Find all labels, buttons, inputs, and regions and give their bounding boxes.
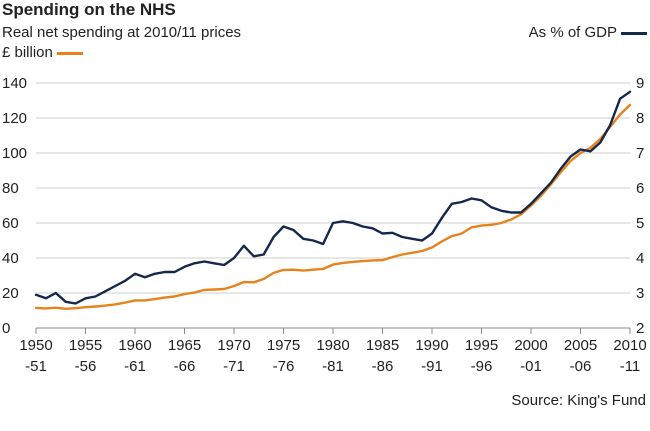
y-left-tick-label: 20 bbox=[2, 285, 19, 302]
y-left-tick-label: 120 bbox=[2, 110, 27, 127]
source-note: Source: King's Fund bbox=[511, 392, 646, 409]
gdp-share-series-line bbox=[34, 90, 632, 305]
y-left-tick-label: 80 bbox=[2, 180, 19, 197]
x-tick-label: 1965 bbox=[168, 337, 201, 354]
x-tick-sublabel: -11 bbox=[620, 358, 641, 375]
y-right-tick-label: 2 bbox=[636, 320, 644, 337]
x-tick-label: 2005 bbox=[564, 337, 597, 354]
x-tick-label: 1975 bbox=[267, 337, 300, 354]
x-tick-label: 1950 bbox=[19, 337, 52, 354]
x-tick-label: 2010 bbox=[613, 337, 646, 354]
x-tick-label: 1980 bbox=[316, 337, 349, 354]
left-axis-legend: £ billion bbox=[2, 44, 83, 61]
x-tick-label: 1955 bbox=[69, 337, 102, 354]
x-tick-sublabel: -76 bbox=[273, 358, 295, 375]
x-tick-sublabel: -96 bbox=[471, 358, 493, 375]
y-left-tick-label: 100 bbox=[2, 145, 27, 162]
right-axis-label: As % of GDP bbox=[528, 24, 617, 41]
y-left-tick-label: 0 bbox=[2, 320, 10, 337]
x-tick-sublabel: -06 bbox=[570, 358, 592, 375]
spending-legend-swatch bbox=[56, 51, 83, 55]
x-tick-label: 1990 bbox=[415, 337, 448, 354]
x-tick-sublabel: -71 bbox=[223, 358, 245, 375]
gdp-legend-swatch bbox=[621, 31, 647, 35]
spending-series-line bbox=[34, 103, 632, 310]
x-tick-sublabel: -51 bbox=[25, 358, 47, 375]
x-tick-sublabel: -66 bbox=[174, 358, 196, 375]
right-axis-legend: As % of GDP bbox=[529, 24, 647, 41]
y-right-tick-label: 6 bbox=[636, 180, 644, 197]
x-tick-sublabel: -91 bbox=[421, 358, 443, 375]
y-left-tick-label: 60 bbox=[2, 215, 19, 232]
y-right-tick-label: 5 bbox=[636, 215, 644, 232]
left-axis-label: £ billion bbox=[2, 44, 53, 61]
x-tick-label: 1995 bbox=[465, 337, 498, 354]
x-tick-label: 2000 bbox=[514, 337, 547, 354]
y-left-tick-label: 40 bbox=[2, 250, 19, 267]
y-right-tick-label: 8 bbox=[636, 110, 644, 127]
y-right-tick-label: 7 bbox=[636, 145, 644, 162]
x-tick-label: 1960 bbox=[118, 337, 151, 354]
x-tick-sublabel: -86 bbox=[372, 358, 394, 375]
chart-subtitle: Real net spending at 2010/11 prices bbox=[2, 24, 242, 41]
x-tick-sublabel: -01 bbox=[520, 358, 542, 375]
chart-title: Spending on the NHS bbox=[2, 0, 176, 19]
x-tick-sublabel: -81 bbox=[322, 358, 344, 375]
y-right-tick-label: 4 bbox=[636, 250, 644, 267]
y-right-tick-label: 9 bbox=[636, 75, 644, 92]
x-tick-label: 1985 bbox=[366, 337, 399, 354]
x-tick-sublabel: -61 bbox=[124, 358, 146, 375]
y-right-tick-label: 3 bbox=[636, 285, 644, 302]
x-tick-label: 1970 bbox=[217, 337, 250, 354]
y-left-tick-label: 140 bbox=[2, 75, 27, 92]
x-tick-sublabel: -56 bbox=[75, 358, 97, 375]
